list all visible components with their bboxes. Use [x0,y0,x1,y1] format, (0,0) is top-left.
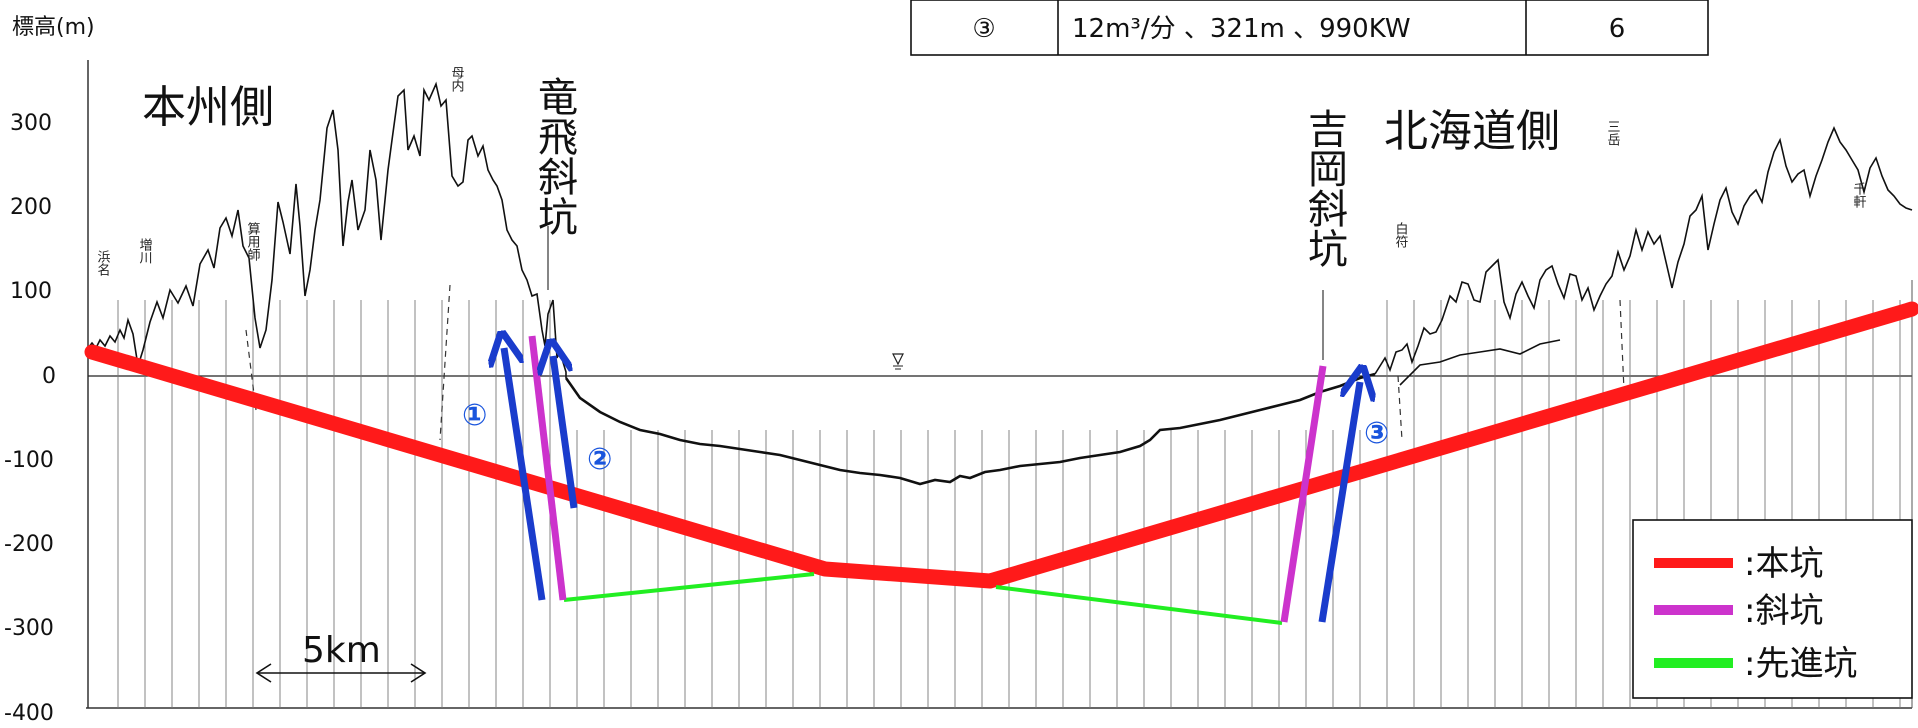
y-tick: 100 [10,279,52,304]
tappi-inclined-shaft [528,335,567,601]
legend [1632,519,1913,699]
arrow-label-1: ① [462,398,487,433]
y-axis-label: 標高(m) [12,15,95,40]
arrow-3 [1318,382,1360,623]
arrow-label-3: ③ [1364,416,1389,451]
seabed-profile [564,372,1376,486]
main-tunnel-line [84,301,1918,589]
yoshioka-shaft-label: 吉岡斜坑 [1301,108,1348,268]
place-mitake: 三岳 [1605,120,1621,146]
y-tick: -100 [4,448,54,473]
yoshioka-inclined-shaft [1280,365,1327,623]
y-ticks: 300 200 100 0 -100 -200 -300 -400 [4,111,56,726]
place-hahauchi: 母内 [449,66,465,93]
legend-label-main: :本坑 [1744,544,1823,584]
dashed-markers [245,284,1625,441]
terrain-profile-hokkaido-2 [1399,339,1561,386]
terrain-profile [87,81,567,378]
legend-label-pilot: :先進坑 [1744,644,1857,684]
arrow-label-2: ② [587,442,612,477]
terrain-profile-hokkaido [1374,125,1913,375]
y-tick: 300 [10,111,52,136]
table-cell-spec: 12m³/分 、321m 、990KW [1072,14,1411,44]
table-cell-count: 6 [1609,14,1626,44]
pilot-tunnel-line [563,572,815,602]
arrow-1 [504,348,546,601]
tappi-shaft-label: 竜飛斜坑 [531,76,578,236]
legend-label-inclined: :斜坑 [1744,591,1823,631]
place-senken: 千軒 [1851,182,1867,209]
spec-table [910,0,1709,56]
y-tick: 0 [42,364,56,389]
table-cell-id: ③ [972,14,995,44]
y-tick: 200 [10,195,52,220]
y-tick: -200 [4,532,54,557]
place-sanyoushi: 算用師 [245,222,261,262]
place-masukawa: 増川 [137,238,153,264]
scale-bar-label: 5km [302,630,381,671]
sea-level-marker [892,353,904,370]
region-honshu: 本州側 [142,82,274,133]
place-hamana: 浜名 [95,250,111,276]
region-hokkaido: 北海道側 [1384,106,1560,157]
scale-bar [255,663,427,683]
pilot-tunnel-line-2 [995,585,1283,625]
arrow-2 [553,356,578,509]
place-shirafu: 白符 [1393,221,1409,248]
y-tick: -400 [4,701,54,726]
y-tick: -300 [4,616,54,641]
